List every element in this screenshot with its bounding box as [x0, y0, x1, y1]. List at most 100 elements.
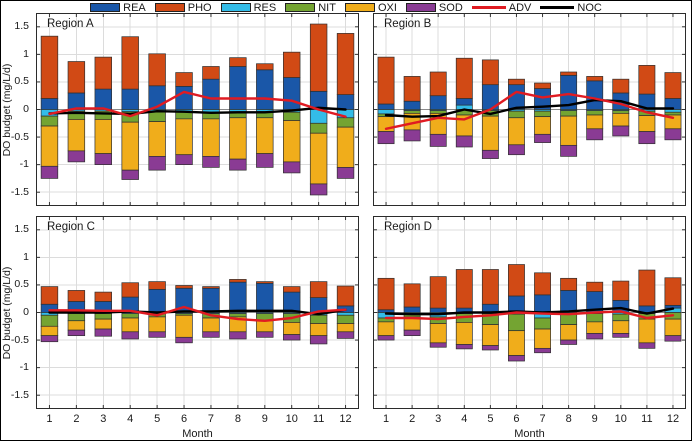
bar-nit-month-9 — [586, 110, 604, 116]
bar-rea-month-4 — [455, 98, 473, 106]
bar-oxi-month-3 — [94, 318, 112, 330]
panel-border — [36, 216, 359, 409]
bar-rea-month-3 — [94, 88, 112, 110]
bar-pho-month-4 — [121, 36, 139, 90]
bar-pho-month-11 — [638, 65, 656, 95]
bar-nit-month-10 — [612, 110, 630, 114]
oxi-color-swatch — [344, 3, 375, 12]
sod-color-swatch — [405, 3, 436, 12]
bar-sod-month-7 — [202, 331, 220, 338]
bar-sod-month-8 — [229, 158, 247, 171]
bar-pho-month-9 — [256, 281, 274, 284]
x-tick-label-4: 4 — [127, 413, 134, 425]
bar-sod-month-2 — [67, 150, 86, 163]
bar-rea-month-7 — [534, 294, 551, 313]
legend-item-rea: REA — [90, 2, 146, 14]
bar-oxi-month-9 — [586, 114, 604, 130]
panel-region-b: Region B — [373, 13, 686, 206]
bar-sod-month-3 — [429, 133, 447, 147]
bar-sod-month-11 — [309, 335, 328, 345]
bar-pho-month-7 — [202, 66, 220, 80]
y-tick-label-0.5: 0.5 — [14, 278, 29, 291]
bar-pho-month-4 — [121, 282, 139, 298]
bar-sod-month-4 — [121, 331, 139, 340]
bar-sod-month-9 — [256, 153, 274, 168]
bar-pho-month-6 — [508, 78, 525, 86]
x-tick-label-8: 8 — [234, 413, 241, 425]
y-tick-label-1.5: 1.5 — [14, 20, 29, 33]
bar-nit-month-12 — [336, 117, 355, 128]
bar-rea-month-9 — [256, 69, 274, 110]
bar-pho-month-8 — [229, 57, 247, 67]
bar-rea-month-5 — [148, 288, 166, 313]
x-tick-label-9: 9 — [261, 413, 268, 425]
bar-pho-month-4 — [455, 269, 473, 309]
bar-rea-month-2 — [67, 92, 86, 110]
bar-pho-month-8 — [560, 277, 578, 291]
bar-rea-month-3 — [429, 307, 447, 313]
panel-region-c: Region C DO budget (mg/L/d) Month 1.5 1 0.… — [1, 216, 359, 440]
bar-nit-month-10 — [283, 111, 301, 121]
panel-title-region-b: Region B — [384, 18, 432, 30]
bar-rea-month-8 — [560, 290, 578, 313]
bar-oxi-month-1 — [40, 125, 59, 167]
bar-sod-month-5 — [148, 156, 166, 171]
bar-nit-month-12 — [336, 314, 355, 324]
bar-sod-month-8 — [560, 339, 578, 345]
bar-sod-month-10 — [612, 333, 630, 338]
bar-oxi-month-7 — [534, 328, 551, 349]
bar-nit-month-6 — [508, 110, 525, 119]
bar-nit-month-9 — [586, 313, 604, 323]
bar-pho-month-2 — [67, 61, 86, 94]
x-tick-label-6: 6 — [513, 413, 520, 425]
bar-nit-month-3 — [429, 110, 447, 114]
x-tick-label-10: 10 — [285, 413, 298, 425]
bar-rea-month-12 — [336, 94, 355, 110]
bar-oxi-month-5 — [481, 115, 499, 151]
bar-nit-month-2 — [67, 313, 86, 322]
y-tick-label-1: 1 — [23, 250, 29, 263]
bar-oxi-month-6 — [508, 117, 525, 146]
legend-label-sod: SOD — [438, 1, 463, 14]
bar-pho-month-6 — [175, 285, 193, 289]
bar-sod-month-6 — [508, 355, 525, 362]
legend-label-noc: NOC — [577, 1, 602, 14]
bar-oxi-month-11 — [638, 318, 656, 344]
bar-sod-month-3 — [94, 153, 112, 165]
bar-pho-month-6 — [508, 264, 525, 297]
bar-sod-month-5 — [481, 149, 499, 159]
panel-region-d: Region D Month 1 2 3 4 5 6 7 8 9 10 11 12 — [373, 216, 686, 440]
bar-sod-month-12 — [336, 167, 355, 179]
legend-label-oxi: OXI — [377, 1, 397, 14]
legend-item-noc: NOC — [540, 1, 602, 14]
bar-pho-month-11 — [309, 281, 328, 298]
bar-pho-month-1 — [377, 56, 395, 105]
bar-sod-month-8 — [560, 144, 578, 157]
x-tick-label-5: 5 — [487, 413, 494, 425]
bar-pho-month-9 — [586, 76, 604, 82]
y-tick-label-0: 0 — [23, 306, 29, 318]
noc-line-swatch — [540, 6, 575, 9]
bar-nit-month-6 — [175, 111, 193, 120]
bar-oxi-month-1 — [377, 321, 395, 337]
bar-sod-month-1 — [40, 165, 59, 179]
bar-sod-month-7 — [202, 156, 220, 168]
bar-oxi-month-10 — [283, 322, 301, 335]
bar-pho-month-10 — [612, 280, 630, 301]
adv-line-swatch — [471, 6, 506, 9]
bar-sod-month-11 — [638, 342, 656, 349]
bar-nit-month-1 — [40, 115, 59, 127]
region-b-chart — [373, 13, 686, 206]
bar-oxi-month-4 — [121, 121, 139, 171]
bar-oxi-month-8 — [560, 324, 578, 341]
x-axis-label: Month — [514, 428, 545, 440]
adv-line — [384, 90, 675, 131]
bar-sod-month-10 — [283, 161, 301, 174]
x-tick-label-12: 12 — [666, 413, 680, 425]
bar-nit-month-10 — [612, 313, 630, 322]
region-c-chart — [36, 216, 359, 409]
panel-border — [36, 13, 359, 206]
nit-color-swatch — [285, 3, 316, 12]
bar-rea-month-6 — [175, 85, 193, 110]
bar-sod-month-4 — [455, 135, 473, 148]
